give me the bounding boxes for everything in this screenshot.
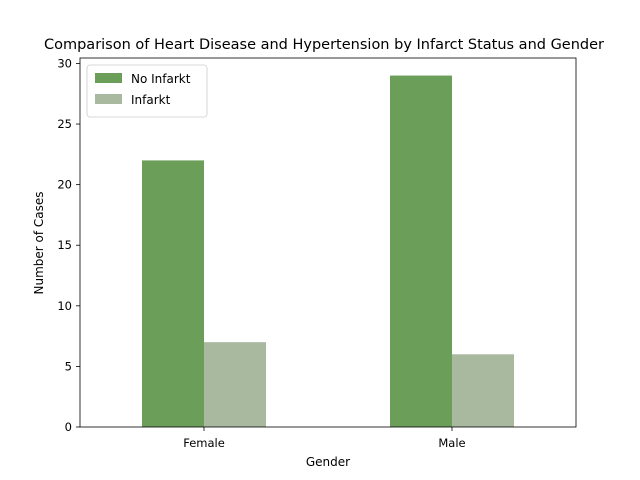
x-axis-label: Gender xyxy=(306,455,350,469)
x-tick-label: Male xyxy=(438,436,465,450)
legend-swatch xyxy=(95,94,122,104)
plot-frame xyxy=(79,57,577,428)
chart-title: Comparison of Heart Disease and Hyperten… xyxy=(44,37,604,53)
y-tick-label: 30 xyxy=(57,56,72,70)
bar-infarkt-male xyxy=(452,354,514,427)
y-tick-label: 25 xyxy=(57,117,72,131)
y-tick-label: 5 xyxy=(65,359,72,373)
legend-swatch xyxy=(95,73,122,83)
legend-label: Infarkt xyxy=(131,93,171,107)
y-tick-label: 0 xyxy=(65,420,72,434)
y-tick-label: 10 xyxy=(57,299,72,313)
y-tick-label: 20 xyxy=(57,178,72,192)
bar-no-infarkt-female xyxy=(142,160,204,427)
legend-label: No Infarkt xyxy=(131,72,191,86)
y-tick-label: 15 xyxy=(57,238,72,252)
bar-no-infarkt-male xyxy=(390,75,452,427)
x-tick-label: Female xyxy=(183,436,225,450)
bar-infarkt-female xyxy=(204,342,266,427)
y-axis-label: Number of Cases xyxy=(32,191,46,294)
